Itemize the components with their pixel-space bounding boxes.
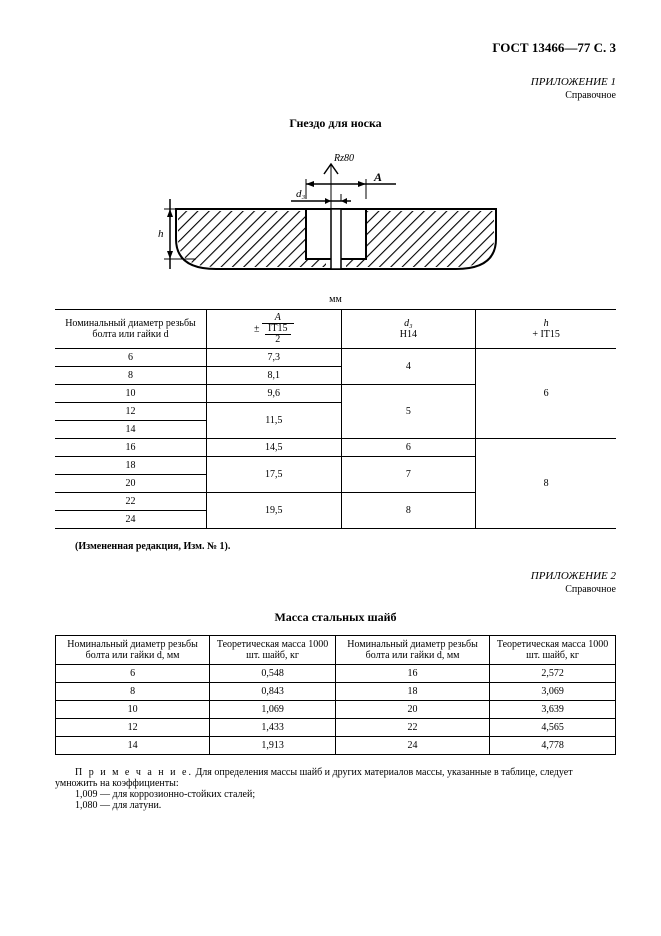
t2-h2: Теоретическая масса 1000 шт. шайб, кг — [210, 636, 336, 665]
note-line3: 1,080 — для латуни. — [55, 800, 616, 811]
t2-h4: Теоретическая масса 1000 шт. шайб, кг — [490, 636, 616, 665]
dim-d3-label: d₃ — [296, 188, 306, 200]
appendix2-sub: Справочное — [55, 584, 616, 595]
table-mass: Номинальный диаметр резьбы болта или гай… — [55, 635, 616, 755]
page-header: ГОСТ 13466—77 С. 3 — [55, 40, 616, 56]
figure-title: Гнездо для носка — [55, 116, 616, 131]
t1-h1: Номинальный диаметр резьбы болта или гай… — [55, 310, 206, 349]
appendix2-title: ПРИЛОЖЕНИЕ 2 — [55, 570, 616, 582]
note-line2: 1,009 — для коррозионно-стойких сталей; — [55, 789, 616, 800]
table-dimensions: Номинальный диаметр резьбы болта или гай… — [55, 309, 616, 529]
dim-A-label: A — [373, 170, 382, 184]
table-row: 60,548162,572 — [56, 665, 616, 683]
table-row: 121,433224,565 — [56, 719, 616, 737]
table2-title: Масса стальных шайб — [55, 610, 616, 625]
t1-h4: h + IT15 — [476, 310, 616, 349]
table-row: 16 14,5 6 8 — [55, 439, 616, 457]
roughness-label: Rz80 — [333, 153, 354, 164]
appendix1-sub: Справочное — [55, 90, 616, 101]
t2-h3: Номинальный диаметр резьбы болта или гай… — [335, 636, 489, 665]
figure-diagram: Rz80 A d₃ h — [55, 139, 616, 284]
table1-unit: мм — [55, 294, 616, 305]
note-text: П р и м е ч а н и е. Для определения мас… — [55, 767, 616, 789]
appendix1-title: ПРИЛОЖЕНИЕ 1 — [55, 76, 616, 88]
dim-h-label: h — [158, 228, 164, 240]
table-row: 101,069203,639 — [56, 701, 616, 719]
t2-h1: Номинальный диаметр резьбы болта или гай… — [56, 636, 210, 665]
table-row: 80,843183,069 — [56, 683, 616, 701]
table-row: 6 7,3 4 6 — [55, 349, 616, 367]
revision-note: (Измененная редакция, Изм. № 1). — [55, 541, 616, 552]
t1-h2: ± A IT152 — [206, 310, 341, 349]
t1-h3: d₃ H14 — [341, 310, 476, 349]
table-row: 141,913244,778 — [56, 737, 616, 755]
